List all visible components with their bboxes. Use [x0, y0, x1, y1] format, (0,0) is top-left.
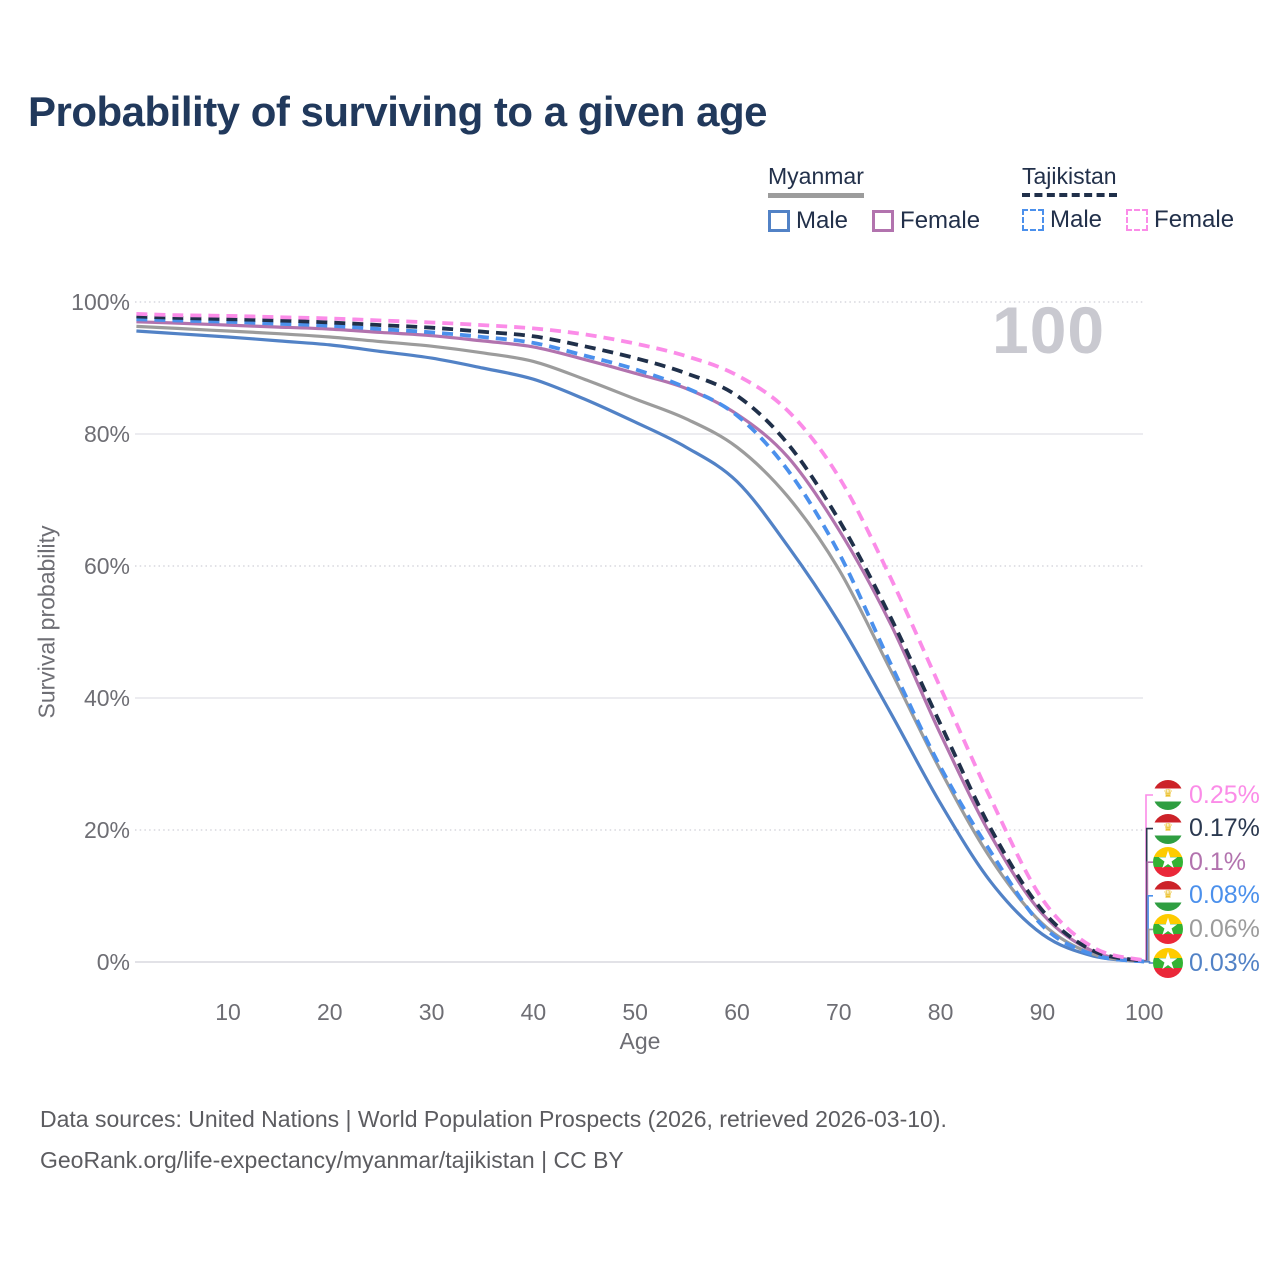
legend-items: Male Female — [1022, 206, 1234, 234]
end-label-value: 0.17% — [1189, 814, 1260, 843]
page-title: Probability of surviving to a given age — [28, 88, 767, 135]
footer-data-sources: Data sources: United Nations | World Pop… — [40, 1106, 947, 1132]
legend-item-myanmar-male[interactable]: Male — [768, 207, 848, 235]
legend-item-tajikistan-male[interactable]: Male — [1022, 206, 1102, 234]
legend-swatch — [1022, 209, 1044, 231]
end-label-value: 0.03% — [1189, 948, 1260, 977]
legend-swatch — [1126, 209, 1149, 231]
tajikistan-flag-icon: ♛ — [1153, 813, 1183, 844]
legend-item-myanmar-female[interactable]: Female — [872, 207, 980, 235]
crown-icon: ♛ — [1163, 888, 1173, 901]
legend-swatch — [768, 210, 790, 232]
age-indicator-watermark: 100 — [992, 293, 1106, 367]
x-tick-label: 20 — [317, 999, 343, 1025]
legend-item-label: Male — [796, 207, 849, 234]
legend-item-label: Male — [1050, 206, 1103, 233]
curve-myanmar-female[interactable] — [136, 320, 1145, 963]
y-tick-label: 40% — [83, 685, 130, 711]
x-axis-title: Age — [619, 1028, 661, 1054]
y-tick-label: 60% — [83, 553, 130, 579]
end-label-value: 0.08% — [1189, 881, 1260, 910]
y-tick-label: 20% — [83, 817, 130, 843]
star-icon: ★ — [1157, 948, 1179, 976]
legend-swatch — [872, 210, 895, 232]
y-tick-label: 80% — [83, 421, 130, 447]
end-label-row-tajikistan-female: ♛ 0.25% — [1153, 779, 1260, 811]
myanmar-flag-icon: ★ — [1153, 847, 1183, 878]
curve-tajikistan-total[interactable] — [136, 314, 1145, 963]
end-label-row-tajikistan-total: ♛ 0.17% — [1153, 813, 1260, 845]
x-tick-label: 40 — [520, 999, 547, 1025]
end-label-row-myanmar-female: ★ 0.1% — [1153, 846, 1246, 878]
crown-icon: ♛ — [1163, 788, 1173, 801]
y-axis-title: Survival probability — [33, 525, 60, 719]
star-icon: ★ — [1157, 914, 1179, 942]
legend-group-tajikistan: Tajikistan Male Female — [1022, 163, 1234, 234]
curve-myanmar-total[interactable] — [136, 324, 1145, 964]
tajikistan-flag-icon: ♛ — [1153, 880, 1183, 911]
x-tick-label: 30 — [418, 999, 445, 1025]
myanmar-flag-icon: ★ — [1153, 914, 1183, 945]
x-tick-label: 90 — [1029, 999, 1056, 1025]
x-tick-label: 50 — [622, 999, 648, 1025]
x-tick-label: 100 — [1125, 999, 1164, 1025]
y-tick-label: 100% — [71, 289, 130, 315]
legend-item-tajikistan-female[interactable]: Female — [1126, 206, 1234, 234]
crown-icon: ♛ — [1163, 821, 1173, 834]
x-tick-label: 60 — [724, 999, 750, 1025]
legend-item-label: Female — [1154, 206, 1235, 233]
x-tick-label: 10 — [215, 999, 241, 1025]
legend-header-myanmar[interactable]: Myanmar — [768, 163, 864, 198]
legend-items: Male Female — [768, 207, 980, 235]
curve-myanmar-male[interactable] — [136, 329, 1145, 964]
end-label-value: 0.06% — [1189, 914, 1260, 943]
star-icon: ★ — [1157, 847, 1179, 875]
legend-header-tajikistan[interactable]: Tajikistan — [1022, 163, 1117, 197]
end-label-row-tajikistan-male: ♛ 0.08% — [1153, 880, 1260, 912]
end-label-row-myanmar-total: ★ 0.06% — [1153, 913, 1260, 945]
end-label-value: 0.1% — [1189, 847, 1246, 876]
x-tick-label: 70 — [826, 999, 852, 1025]
end-label-value: 0.25% — [1189, 780, 1260, 809]
y-tick-label: 0% — [96, 949, 130, 975]
myanmar-flag-icon: ★ — [1153, 948, 1183, 978]
legend-item-label: Female — [900, 207, 981, 234]
end-label-row-myanmar-male: ★ 0.03% — [1153, 947, 1260, 979]
footer-attribution: GeoRank.org/life-expectancy/myanmar/taji… — [40, 1147, 624, 1173]
legend-group-myanmar: Myanmar Male Female — [768, 163, 980, 235]
x-tick-label: 80 — [927, 999, 954, 1025]
curve-tajikistan-male[interactable] — [136, 317, 1145, 964]
curve-tajikistan-female[interactable] — [136, 312, 1145, 963]
tajikistan-flag-icon: ♛ — [1153, 780, 1183, 810]
leader-line — [1144, 961, 1153, 964]
